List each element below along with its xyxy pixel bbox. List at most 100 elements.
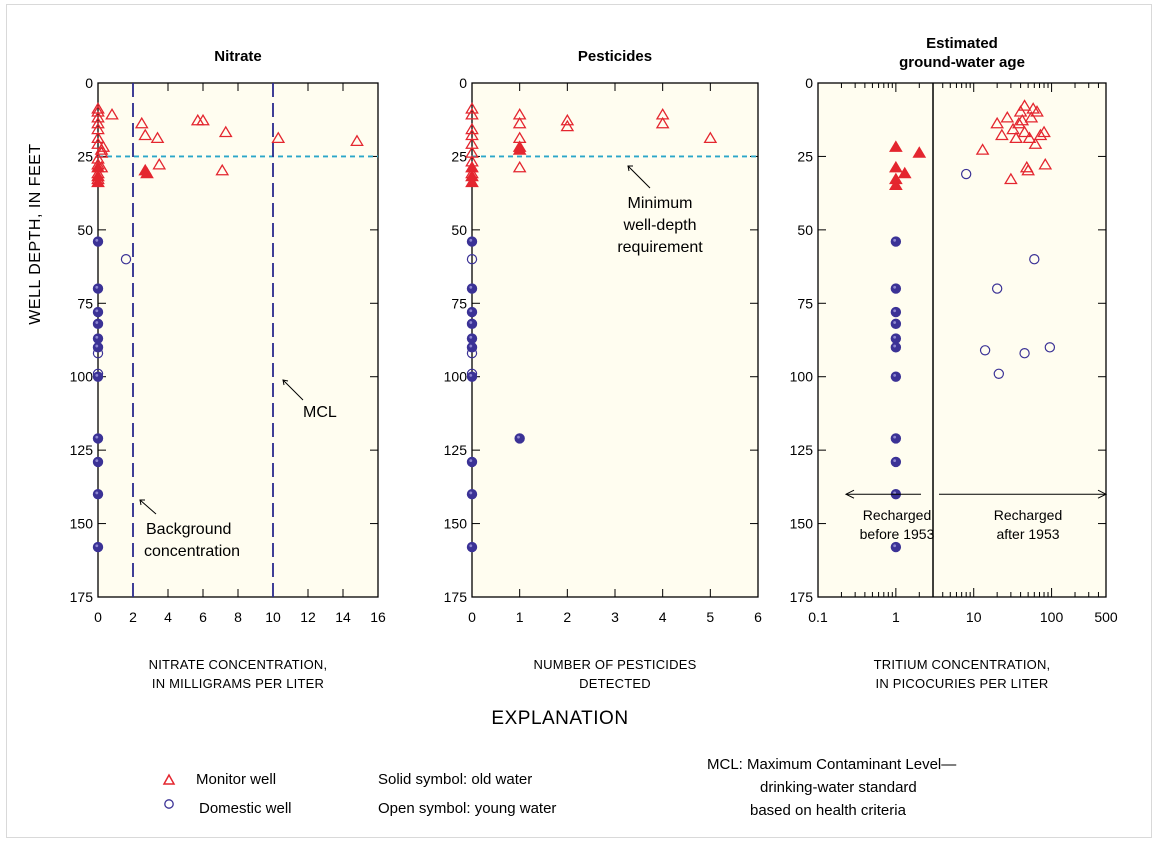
age-domestic-old-highlight [893,435,897,439]
nitrate-domestic-old-point [92,236,104,247]
age-monitor-young-point [1028,137,1043,149]
age-panel: 0 25 50 75 100 125 150 175 0.1 1 10 100 500 Recharged… [790,75,1118,625]
pesticides-domestic-old-highlight [517,435,520,439]
mcl-arrow [282,379,304,401]
mcl-definition-line2: drinking-water standard [760,779,917,796]
pesticides-ytick-label: 25 [451,148,467,164]
nitrate-monitor-young-point [134,116,149,129]
age-domestic-old-point [890,236,902,247]
legend-domestic-label: Domestic well [199,800,292,817]
pesticides-domestic-old-highlight [469,238,473,242]
nitrate-domestic-old-point [92,456,104,468]
mcl-definition-line1: MCL: Maximum Contaminant Level— [707,756,957,773]
age-ytick-label: 125 [790,442,814,458]
nitrate-domestic-old-highlight [95,459,99,462]
nitrate-ytick-label: 125 [70,442,94,458]
nitrate-monitor-young-point [215,163,230,176]
age-monitor-young-point [1033,128,1048,141]
pesticides-ytick-label: 75 [451,295,467,311]
pesticides-domestic-old-highlight [469,344,473,348]
pesticides-domestic-old-point [466,371,478,382]
nitrate-ytick-label: 75 [77,295,93,311]
pesticides-domestic-old-point [466,236,478,247]
age-monitor-young-point [1017,125,1032,138]
age-monitor-young-point [1022,131,1037,144]
age-monitor-young-point [1013,105,1028,117]
age-domestic-old-point [890,433,902,444]
nitrate-domestic-young-point [120,254,132,265]
nitrate-domestic-old-highlight [95,491,99,495]
nitrate-monitor-young-point [91,137,105,149]
age-monitor-young-point [1030,105,1044,117]
pesticides-xtick-label: 5 [706,609,714,625]
nitrate-xtick-label: 14 [335,609,351,625]
nitrate-domestic-old-point [92,283,104,294]
pesticides-domestic-old-point [466,456,478,468]
pesticides-ytick-label: 125 [444,442,468,458]
age-domestic-old-highlight [893,321,897,324]
nitrate-xtick-label: 8 [234,609,242,625]
nitrate-domestic-old-highlight [95,435,99,439]
nitrate-monitor-young-point [138,128,153,141]
age-monitor-young-point [1015,113,1030,126]
mcl-arrowhead [282,379,289,386]
after-1953-arrowhead [1097,489,1108,499]
age-domestic-old-point [890,306,902,318]
nitrate-domestic-old-point [92,306,104,318]
nitrate-monitor-old-point [140,166,154,179]
nitrate-domestic-old-highlight [95,285,99,289]
age-domestic-young-point [1019,348,1030,359]
age-xtick-label: 10 [966,609,982,625]
pesticides-domestic-young-point [466,348,478,359]
pesticides-ytick-label: 0 [459,75,467,91]
nitrate-domestic-young-point [92,368,104,379]
pesticides-ytick-label: 50 [451,222,467,238]
nitrate-domestic-old-highlight [95,238,99,242]
pesticides-monitor-young-point [703,131,718,144]
nitrate-monitor-young-point [196,113,210,126]
age-monitor-old-point [889,178,903,191]
pesticides-ytick-label: 175 [444,589,468,605]
pesticides-domestic-old-highlight [469,544,473,548]
pesticides-xtick-label: 3 [611,609,619,625]
pesticides-domestic-young-point [466,368,478,379]
explanation-heading: EXPLANATION [491,708,629,729]
age-domestic-old-point [890,283,902,294]
pesticides-xtick-label: 6 [754,609,762,625]
age-monitor-young-point [995,128,1009,141]
nitrate-domestic-old-point [92,541,104,553]
nitrate-domestic-old-highlight [95,309,99,313]
age-domestic-young-point [960,168,972,180]
age-xtick-label: 500 [1094,609,1118,625]
age-monitor-young-point [1000,110,1015,123]
pesticides-domestic-old-point [514,433,525,444]
age-panel-title: Estimated ground-water age [899,35,1025,71]
nitrate-monitor-young-point [218,125,233,138]
nitrate-xtick-label: 6 [199,609,207,625]
nitrate-domestic-old-highlight [95,321,99,324]
age-ytick-label: 100 [790,369,814,385]
age-monitor-young-point [1012,116,1026,129]
age-domestic-old-highlight [893,344,897,348]
nitrate-xtick-label: 10 [265,609,281,625]
age-domestic-old-point [890,541,902,553]
pesticides-plot-area [472,83,758,597]
nitrate-monitor-young-point [96,140,111,152]
nitrate-panel-title: Nitrate [214,48,262,65]
nitrate-xtick-label: 16 [370,609,386,625]
age-ytick-label: 75 [797,295,813,311]
pesticides-monitor-young-point [560,119,575,132]
nitrate-domestic-old-highlight [95,344,99,348]
nitrate-domestic-old-point [92,333,104,344]
background-arrowhead [139,499,145,506]
background-arrow [139,499,157,515]
pesticides-ytick-label: 100 [444,369,468,385]
nitrate-monitor-young-point [94,146,109,158]
nitrate-monitor-young-point [91,131,105,144]
age-plot-frame [817,82,1107,598]
nitrate-domestic-old-point [92,318,104,330]
pesticides-xtick-label: 4 [659,609,667,625]
legend-solid-text: Solid symbol: old water [378,771,533,788]
